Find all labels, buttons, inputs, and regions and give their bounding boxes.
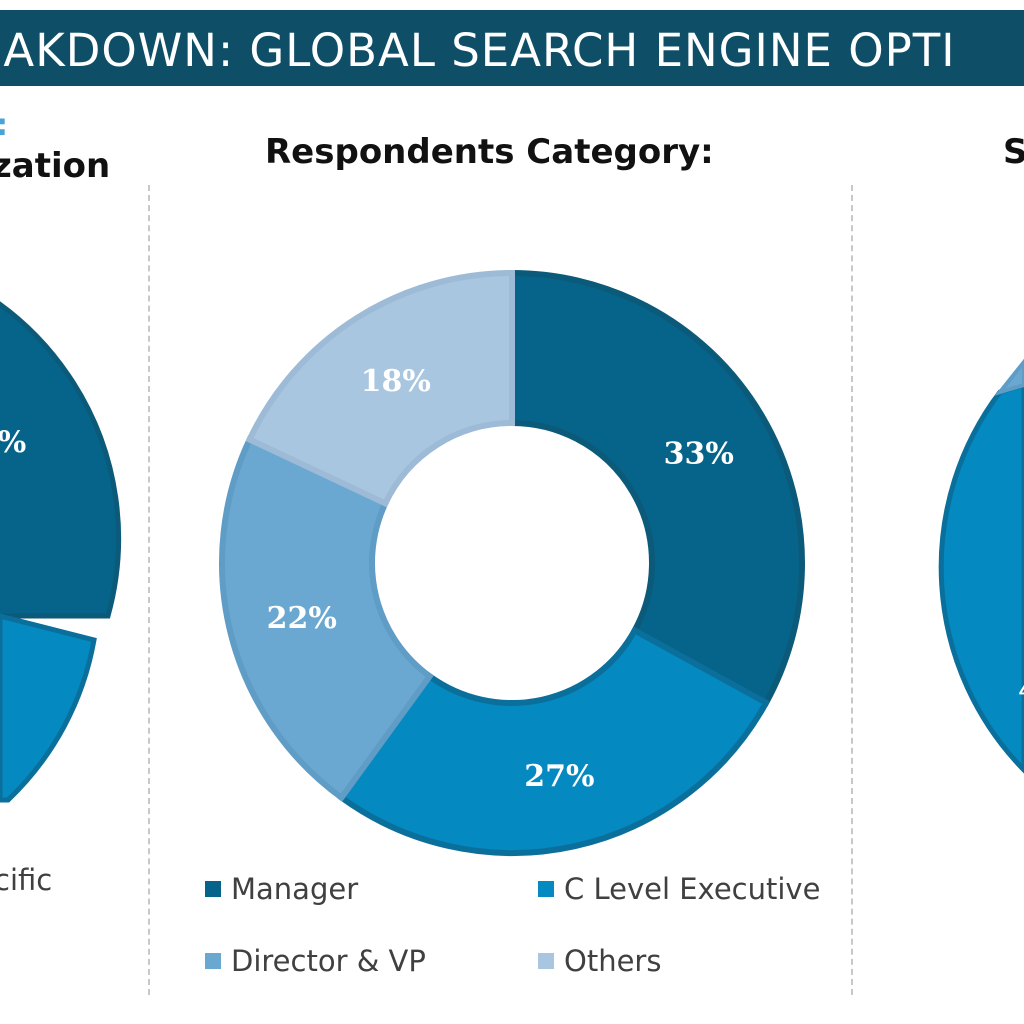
- donut-label-c-level-executive: 27%: [524, 759, 594, 794]
- banner-title: EAKDOWN: GLOBAL SEARCH ENGINE OPTI: [0, 24, 956, 77]
- legend-swatch: [538, 881, 554, 897]
- left-panel-subtitle: :: [0, 108, 8, 143]
- left-slice-label: %: [0, 425, 26, 460]
- legend-swatch: [205, 953, 221, 969]
- donut-slice-manager: [509, 269, 805, 707]
- legend-label: Manager: [231, 872, 359, 906]
- legend-item-c-level-executive: C Level Executive: [538, 872, 820, 906]
- report-banner: EAKDOWN: GLOBAL SEARCH ENGINE OPTI: [0, 10, 1024, 86]
- chart-title: Respondents Category:: [265, 132, 714, 172]
- left-legend-item: cific: [0, 863, 53, 897]
- legend-item-manager: Manager: [205, 872, 358, 906]
- legend-item-others: Others: [538, 944, 661, 978]
- legend-swatch: [205, 881, 221, 897]
- right-panel-title: S: [1003, 132, 1024, 172]
- donut-label-director-vp: 22%: [267, 601, 337, 636]
- left-panel-title: zation: [0, 146, 111, 186]
- right-chart: 4: [938, 358, 1024, 774]
- panel-divider-right: [851, 185, 853, 995]
- panel-divider-left: [148, 185, 150, 995]
- right-slice-1: [938, 382, 1024, 774]
- legend-item-director-vp: Director & VP: [205, 944, 426, 978]
- left-slice-1: [0, 301, 122, 619]
- legend-label: Director & VP: [231, 944, 426, 978]
- donut-label-manager: 33%: [664, 437, 734, 472]
- legend-label: C Level Executive: [564, 872, 821, 906]
- legend-swatch: [538, 953, 554, 969]
- donut-slice-director-vp: [219, 435, 434, 802]
- respondents-donut: 33% 27% 22% 18%: [219, 269, 805, 856]
- donut-slice-c-level-executive: [337, 626, 771, 856]
- right-slice-label: 4: [1018, 673, 1024, 708]
- left-slice-2: [0, 613, 97, 803]
- donut-label-others: 18%: [361, 364, 431, 399]
- right-slice-2: [994, 358, 1024, 396]
- legend-label: Others: [564, 944, 662, 978]
- donut-slice-others: [245, 269, 515, 508]
- left-chart: %: [0, 301, 122, 803]
